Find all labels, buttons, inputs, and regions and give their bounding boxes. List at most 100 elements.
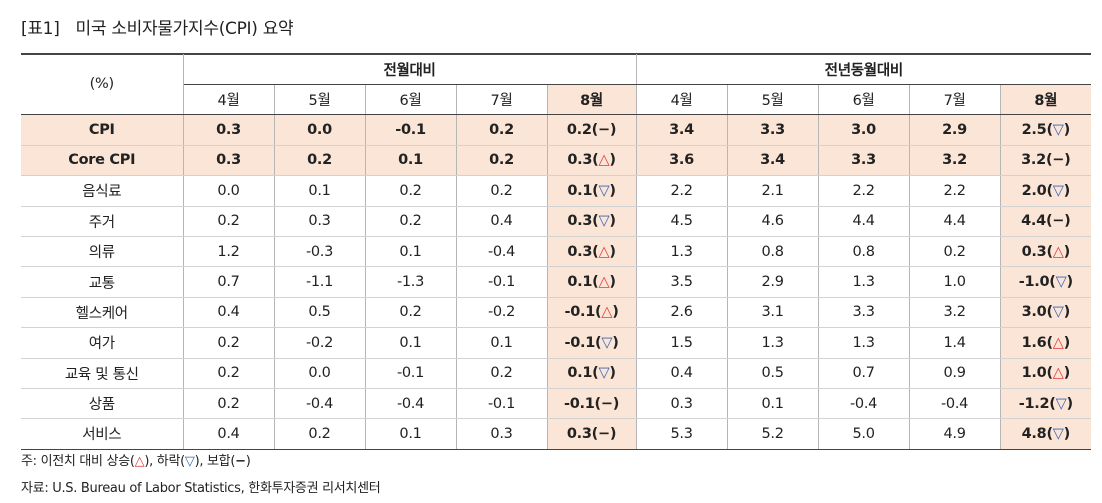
mom-current-value: 0.2	[566, 122, 592, 139]
mom-current-value: 0.3	[567, 152, 593, 169]
mom-current-value: 0.1	[567, 365, 593, 382]
table-row: 음식료 0.0 0.1 0.2 0.2 0.1(▽) 2.2 2.1 2.2 2.2 2.0(▽)	[21, 175, 1092, 207]
mom-value-cell: 0.1	[365, 236, 457, 268]
yoy-current-value: -1.2	[1018, 395, 1050, 412]
paren-close: )	[1063, 334, 1071, 351]
yoy-value-cell: 0.8	[727, 236, 819, 268]
mom-value-cell: -0.1	[365, 358, 457, 389]
paren-close: )	[609, 213, 616, 230]
table-row: Core CPI 0.3 0.2 0.1 0.2 0.3(△) 3.6 3.4 3.3 3.2 3.…	[21, 145, 1092, 177]
paren-open: (	[592, 274, 599, 291]
yoy-current-value: 1.0	[1021, 365, 1047, 382]
paren-open: (	[1045, 213, 1053, 230]
month-header: 4월	[636, 84, 728, 116]
flat-symbol-icon: −	[600, 395, 613, 412]
paren-open: (	[1049, 274, 1056, 291]
mom-value-cell: 0.2	[183, 327, 275, 359]
mom-value-cell: 0.2	[456, 145, 548, 177]
table-row: CPI 0.3 0.0 -0.1 0.2 0.2(−) 3.4 3.3 3.0 2.9 2.5(▽)	[21, 114, 1092, 146]
mom-value-cell: -0.1	[456, 266, 548, 298]
mom-current-cell: 0.3(△)	[547, 236, 637, 268]
paren-close: )	[1063, 365, 1071, 382]
flat-symbol-icon: −	[1052, 152, 1065, 169]
row-label: CPI	[21, 114, 184, 146]
yoy-current-cell: 3.0(▽)	[1000, 297, 1092, 329]
paren-open: (	[1045, 152, 1053, 169]
row-label: 의류	[21, 236, 184, 268]
note-prefix: 주: 이전치 대비 상승(	[21, 454, 135, 469]
yoy-value-cell: 4.4	[909, 206, 1001, 237]
flat-symbol-icon: −	[597, 425, 610, 442]
mom-current-cell: 0.3(△)	[547, 145, 637, 177]
yoy-value-cell: 5.2	[727, 418, 819, 450]
yoy-current-value: -1.0	[1018, 274, 1050, 291]
paren-close: )	[1063, 182, 1071, 199]
row-label: 교통	[21, 266, 184, 298]
paren-close: )	[612, 304, 619, 321]
mom-value-cell: -0.4	[456, 236, 548, 268]
row-label: Core CPI	[21, 145, 184, 177]
yoy-current-cell: 3.2(−)	[1000, 145, 1092, 177]
yoy-value-cell: 1.4	[909, 327, 1001, 359]
mom-value-cell: -0.1	[456, 388, 548, 420]
yoy-value-cell: 5.0	[818, 418, 910, 450]
mom-value-cell: 0.2	[274, 418, 366, 450]
yoy-value-cell: 3.6	[636, 145, 728, 177]
mom-value-cell: 0.2	[274, 145, 366, 177]
yoy-value-cell: 2.9	[909, 114, 1001, 146]
paren-open: (	[595, 304, 602, 321]
table-row: 상품 0.2 -0.4 -0.4 -0.1 -0.1(−) 0.3 0.1 -0.4 -0.4 -1…	[21, 388, 1092, 420]
yoy-current-cell: 2.0(▽)	[1000, 175, 1092, 207]
mom-value-cell: 1.2	[183, 236, 275, 268]
paren-close: )	[609, 182, 616, 199]
mom-value-cell: -1.3	[365, 266, 457, 298]
up-symbol-icon: △	[598, 152, 610, 169]
paren-open: (	[592, 213, 599, 230]
paren-open: (	[1049, 395, 1056, 412]
yoy-current-cell: 0.3(△)	[1000, 236, 1092, 268]
paren-open: (	[591, 122, 599, 139]
mom-current-cell: 0.1(△)	[547, 266, 637, 298]
yoy-value-cell: 4.4	[818, 206, 910, 237]
yoy-current-value: 0.3	[1021, 243, 1047, 260]
mom-value-cell: 0.7	[183, 266, 275, 298]
mom-value-cell: 0.5	[274, 297, 366, 329]
row-label: 서비스	[21, 418, 184, 450]
up-symbol-icon: △	[1052, 365, 1064, 382]
mom-value-cell: -0.2	[274, 327, 366, 359]
yoy-value-cell: 2.1	[727, 175, 819, 207]
paren-open: (	[1046, 334, 1053, 351]
paren-open: (	[592, 152, 599, 169]
mom-value-cell: -0.4	[365, 388, 457, 420]
yoy-value-cell: 4.5	[636, 206, 728, 237]
paren-open: (	[1046, 304, 1053, 321]
paren-close: )	[1064, 152, 1071, 169]
mom-current-value: 0.3	[567, 243, 593, 260]
paren-open: (	[1046, 182, 1053, 199]
mom-value-cell: -0.3	[274, 236, 366, 268]
yoy-value-cell: 1.3	[636, 236, 728, 268]
yoy-value-cell: 3.1	[727, 297, 819, 329]
yoy-value-cell: 2.9	[727, 266, 819, 298]
yoy-current-cell: -1.2(▽)	[1000, 388, 1092, 420]
note-suffix: )	[245, 454, 251, 469]
down-symbol-icon: ▽	[1055, 274, 1067, 291]
yoy-current-value: 3.0	[1021, 304, 1047, 321]
table-title: [표1] 미국 소비자물가지수(CPI) 요약	[21, 14, 294, 39]
paren-close: )	[1063, 425, 1071, 442]
yoy-value-cell: 0.7	[818, 358, 910, 389]
mom-current-value: 0.1	[567, 274, 593, 291]
paren-close: )	[609, 152, 616, 169]
table-row: 여가 0.2 -0.2 0.1 0.1 -0.1(▽) 1.5 1.3 1.3 1.4 1.6(△)	[21, 327, 1092, 359]
yoy-value-cell: 2.2	[818, 175, 910, 207]
mom-value-cell: 0.4	[456, 206, 548, 237]
month-header-current: 8월	[547, 84, 637, 116]
up-symbol-icon: △	[134, 454, 145, 469]
yoy-value-cell: 2.2	[909, 175, 1001, 207]
row-label: 여가	[21, 327, 184, 359]
yoy-value-cell: 3.4	[727, 145, 819, 177]
yoy-value-cell: 0.1	[727, 388, 819, 420]
down-symbol-icon: ▽	[1052, 425, 1064, 442]
up-symbol-icon: △	[598, 243, 610, 260]
up-symbol-icon: △	[598, 274, 610, 291]
